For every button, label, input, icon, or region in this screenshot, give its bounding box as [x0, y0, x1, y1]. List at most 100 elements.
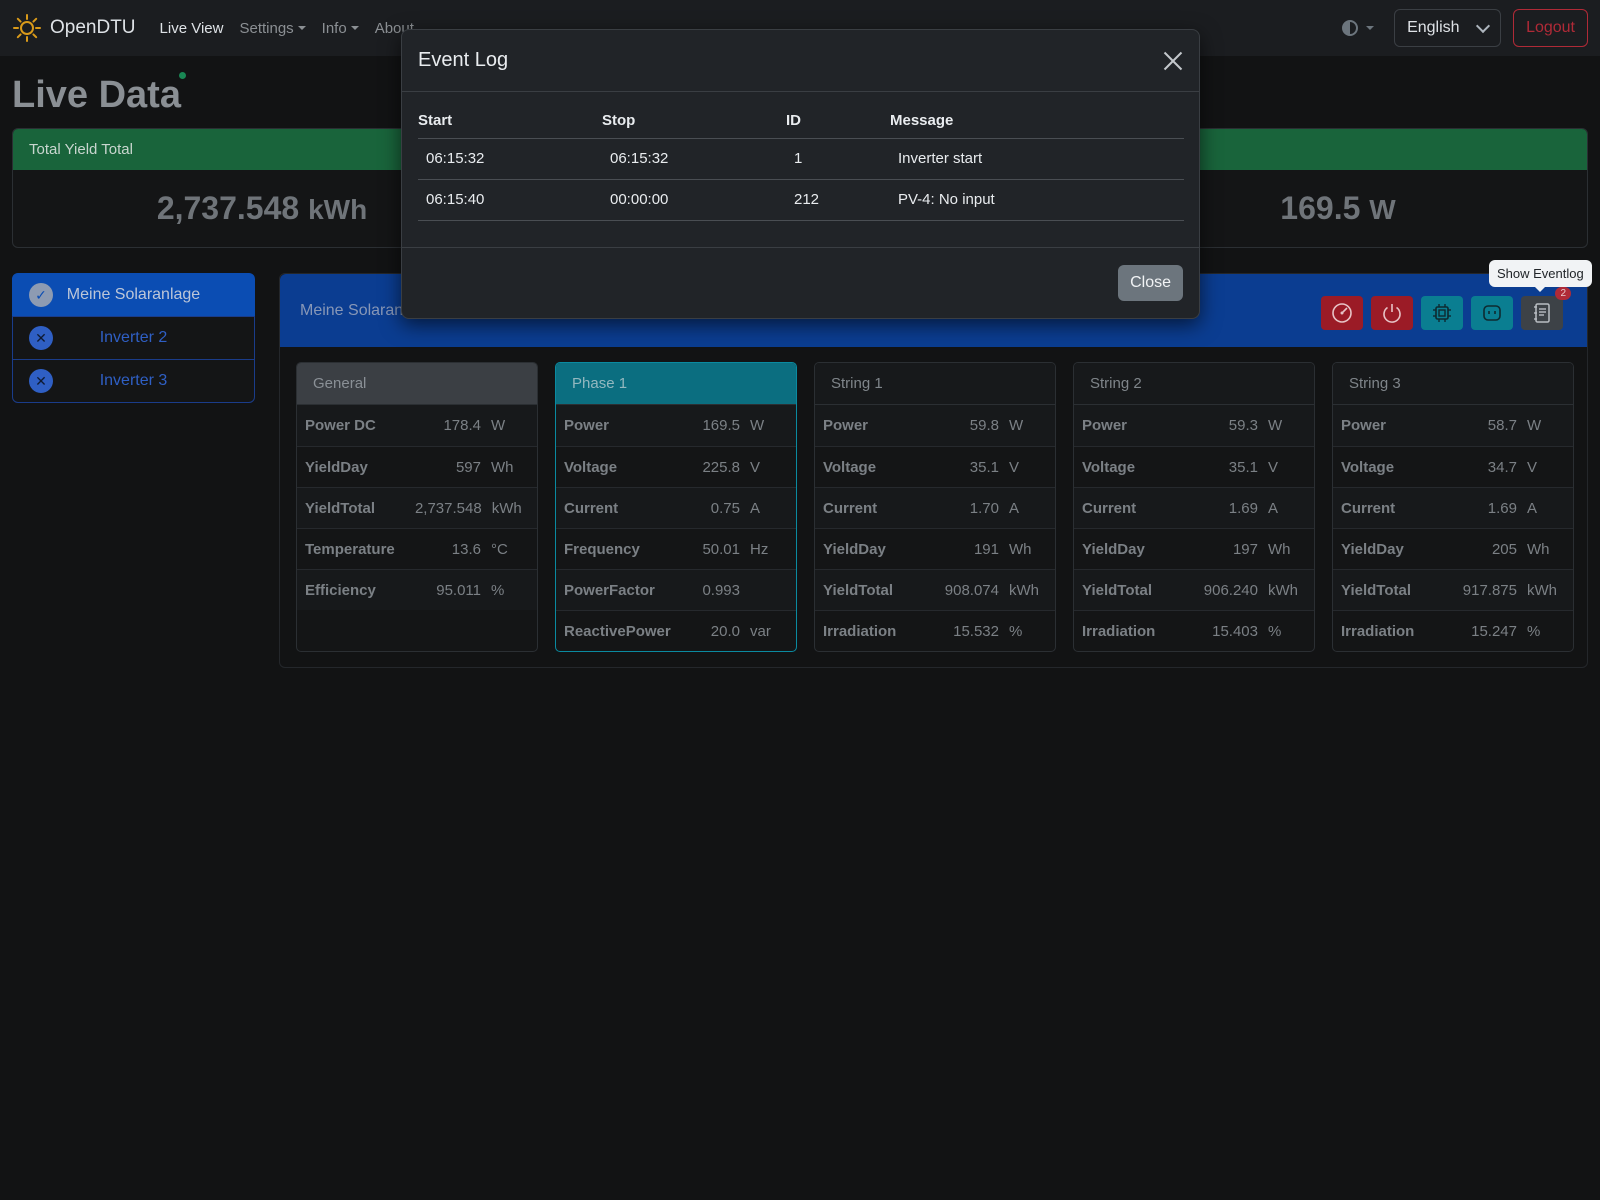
string1-rows: Power 59.8 W Voltage 35.1 V Current 1.70 A Yie… — [815, 405, 1055, 651]
row-label: YieldTotal — [823, 581, 894, 599]
close-icon[interactable] — [1163, 51, 1183, 71]
general-card-title: General — [297, 363, 537, 405]
cell-stop: 00:00:00 — [602, 178, 786, 221]
device-info-button[interactable] — [1421, 296, 1463, 330]
row-label: Efficiency — [305, 581, 376, 599]
row-label: Power — [823, 417, 869, 434]
row-unit: Wh — [1009, 540, 1032, 558]
inverter-item-label: Inverter 3 — [99, 372, 168, 389]
nav-links: Live View Settings Info About — [160, 20, 414, 37]
table-row: YieldDay 197 Wh — [1074, 528, 1314, 569]
phase1-card-title: Phase 1 — [556, 363, 796, 405]
row-unit: Wh — [1527, 540, 1550, 558]
grid-profile-button[interactable] — [1471, 296, 1513, 330]
row-value: 917.875 — [1462, 581, 1517, 599]
row-unit: Wh — [1268, 540, 1291, 558]
row-unit: kWh — [1009, 581, 1039, 599]
inverter-actions: 2 — [1321, 287, 1571, 330]
table-row: ReactivePower 20.0 var — [556, 610, 796, 651]
theme-toggle[interactable] — [1342, 20, 1382, 36]
modal-body: Start Stop ID Message 06:15:32 06:15:32 … — [402, 92, 1199, 248]
row-label: Irradiation — [1082, 622, 1156, 640]
table-row: Power 59.3 W — [1074, 405, 1314, 446]
row-unit: A — [1268, 499, 1279, 517]
value-cards: General Power DC 178.4 W YieldDay 597 Wh Yie… — [296, 362, 1574, 652]
total-yield-value: 2,737.548 kWh — [13, 190, 511, 227]
string2-card: String 2 Power 59.3 W Voltage 35.1 V Current… — [1073, 362, 1315, 652]
total-power-unit: W — [1369, 194, 1396, 225]
modal-footer: Close — [402, 248, 1199, 318]
cell-message: Inverter start — [890, 137, 1184, 179]
logout-button[interactable]: Logout — [1513, 9, 1588, 47]
row-unit: var — [750, 622, 771, 640]
row-unit: V — [1009, 458, 1020, 476]
brand[interactable]: OpenDTU — [12, 13, 136, 43]
table-row: Power 59.8 W — [815, 405, 1055, 446]
sun-logo-icon — [13, 14, 41, 42]
row-label: ReactivePower — [564, 622, 671, 640]
row-unit: V — [1527, 458, 1538, 476]
row-label: YieldTotal — [1341, 581, 1412, 599]
table-row: YieldDay 205 Wh — [1333, 528, 1573, 569]
string3-rows: Power 58.7 W Voltage 34.7 V Current 1.69 A Yie… — [1333, 405, 1573, 651]
nav-live-view[interactable]: Live View — [159, 19, 224, 37]
total-power-number: 169.5 — [1280, 190, 1361, 226]
row-label: Power DC — [305, 417, 376, 434]
modal-title: Event Log — [418, 49, 509, 71]
cell-stop: 06:15:32 — [602, 137, 786, 179]
string1-card-title: String 1 — [815, 363, 1055, 405]
row-unit: kWh — [491, 499, 522, 517]
row-value: 197 — [1232, 540, 1258, 558]
row-label: YieldDay — [1341, 540, 1404, 558]
row-unit: W — [1009, 417, 1024, 434]
inverter-item-2[interactable]: ✕ Inverter 2 — [12, 316, 255, 360]
row-label: Irradiation — [1341, 622, 1415, 640]
row-unit: W — [491, 417, 506, 434]
row-unit: V — [1268, 458, 1279, 476]
table-row: 06:15:40 00:00:00 212 PV-4: No input — [418, 178, 1184, 221]
row-value: 908.074 — [944, 581, 999, 599]
row-value: 906.240 — [1203, 581, 1258, 599]
row-value: 225.8 — [702, 458, 740, 476]
table-row: Irradiation 15.532% — [815, 610, 1055, 651]
row-value: 50.01 — [702, 540, 740, 558]
eventlog-table: Start Stop ID Message 06:15:32 06:15:32 … — [418, 108, 1184, 221]
row-value: 35.1 — [1228, 458, 1258, 476]
row-label: Voltage — [1082, 458, 1136, 476]
outlet-icon — [1483, 305, 1501, 321]
row-value: 178.4 — [443, 417, 481, 434]
string3-card-title: String 3 — [1333, 363, 1573, 405]
row-label: YieldDay — [305, 458, 368, 476]
row-value: 0.993 — [702, 581, 740, 599]
inverter-item-1[interactable]: ✓ Meine Solaranlage — [12, 273, 255, 317]
table-row: Power 169.5 W — [556, 405, 796, 446]
row-unit: Wh — [491, 458, 514, 476]
chevron-down-icon — [1475, 18, 1491, 33]
col-message: Message — [890, 112, 954, 130]
row-label: Current — [1341, 499, 1396, 517]
nav-info[interactable]: Info — [322, 20, 359, 37]
nav-settings[interactable]: Settings — [239, 20, 305, 37]
nav-right: English Logout — [1342, 9, 1588, 47]
close-button[interactable]: Close — [1118, 265, 1183, 301]
contrast-icon — [1342, 20, 1359, 36]
cell-message: PV-4: No input — [890, 178, 1184, 221]
total-power-value: 169.5 W — [1089, 190, 1587, 227]
inverter-panel-title: Meine Solaran — [300, 301, 404, 319]
table-row: Current 1.70 A — [815, 487, 1055, 528]
language-select[interactable]: English — [1394, 9, 1502, 47]
row-value: 169.5 — [702, 417, 740, 434]
row-label: YieldDay — [1082, 540, 1145, 558]
cell-start: 06:15:32 — [418, 137, 602, 179]
limit-settings-button[interactable] — [1321, 296, 1363, 330]
show-eventlog-button[interactable]: 2 — [1521, 287, 1571, 330]
inverter-item-3[interactable]: ✕ Inverter 3 — [12, 359, 255, 403]
general-rows: Power DC 178.4 W YieldDay 597 Wh YieldTotal 2… — [297, 405, 537, 610]
row-value: 15.532 — [953, 622, 999, 640]
row-unit: W — [1268, 417, 1283, 434]
col-start: Start — [418, 112, 453, 130]
inverter-panel: Meine Solaran — [279, 273, 1588, 668]
row-value: 20.0 — [710, 622, 740, 640]
power-control-button[interactable] — [1371, 296, 1413, 330]
row-unit: kWh — [1527, 581, 1557, 599]
